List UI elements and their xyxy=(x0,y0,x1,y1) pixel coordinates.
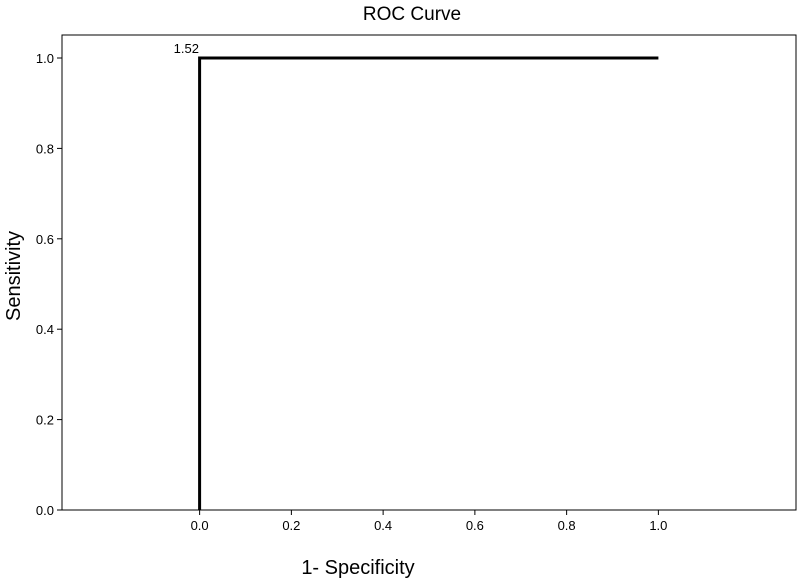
chart-title: ROC Curve xyxy=(363,4,461,25)
roc-series-line xyxy=(198,56,659,510)
x-tick-label: 0.2 xyxy=(282,518,300,533)
y-tick-label: 0.2 xyxy=(36,413,54,428)
y-tick-label: 0.0 xyxy=(36,503,54,518)
point-annotation-label: 1.52 xyxy=(174,41,199,56)
series-layer xyxy=(198,56,659,510)
y-tick-label: 0.8 xyxy=(36,141,54,156)
y-axis-ticks: 0.0 0.2 0.4 0.6 0.8 1.0 xyxy=(36,51,62,518)
x-axis-label: 1- Specificity xyxy=(301,557,414,579)
y-axis-label: Sensitivity xyxy=(3,231,25,321)
y-tick-label: 0.4 xyxy=(36,322,54,337)
y-tick-label: 0.6 xyxy=(36,232,54,247)
y-tick-label: 1.0 xyxy=(36,51,54,66)
x-tick-label: 0.6 xyxy=(466,518,484,533)
plot-frame xyxy=(61,34,797,511)
x-tick-label: 0.4 xyxy=(374,518,392,533)
x-tick-label: 0.0 xyxy=(191,518,209,533)
x-tick-label: 0.8 xyxy=(558,518,576,533)
x-tick-label: 1.0 xyxy=(649,518,667,533)
annotation-layer: 1.52 xyxy=(174,41,199,56)
x-axis-ticks: 0.0 0.2 0.4 0.6 0.8 1.0 xyxy=(191,510,667,533)
